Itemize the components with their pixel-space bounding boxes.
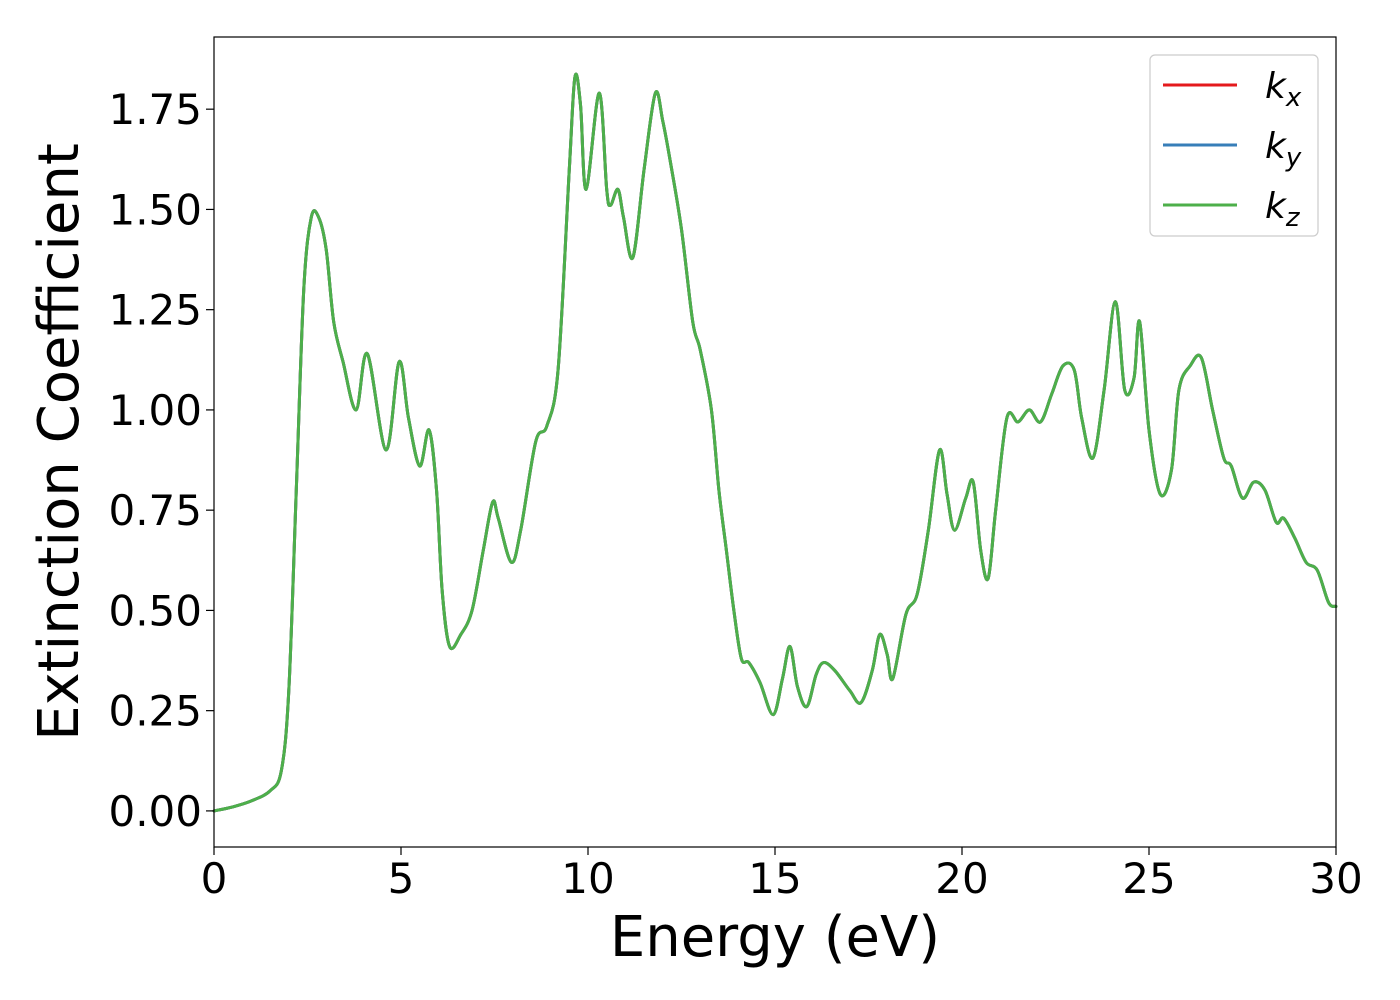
y-tick-label: 1.00 (108, 386, 202, 435)
legend-label-ky: ky (1265, 126, 1302, 173)
x-tick-label: 10 (561, 854, 614, 903)
legend-label-kx: kx (1265, 66, 1302, 113)
y-tick-label: 1.50 (108, 185, 202, 234)
series-layer (212, 72, 1338, 813)
y-tick-label: 0.75 (108, 486, 202, 535)
x-tick-label: 25 (1122, 854, 1175, 903)
x-tick-label: 30 (1309, 854, 1362, 903)
ticks-layer: 0 5 10 15 20 25 30 0.00 0.25 0.50 0.75 1.00 1.25 1.50… (108, 85, 1362, 903)
series-line-kz (212, 72, 1338, 813)
y-tick-label: 0.00 (108, 787, 202, 836)
x-tick-label: 0 (201, 854, 228, 903)
x-tick-label: 15 (748, 854, 801, 903)
x-tick-label: 20 (935, 854, 988, 903)
y-axis-label: Extinction Coefficient (27, 143, 92, 741)
x-tick-label: 5 (388, 854, 415, 903)
y-tick-label: 1.25 (108, 286, 202, 335)
legend-label-kz: kz (1265, 186, 1301, 233)
y-tick-label: 0.50 (108, 586, 202, 635)
y-tick-label: 0.25 (108, 687, 202, 736)
legend: kx ky kz (1149, 54, 1319, 237)
x-axis-label: Energy (eV) (610, 905, 940, 970)
y-tick-label: 1.75 (108, 85, 202, 134)
